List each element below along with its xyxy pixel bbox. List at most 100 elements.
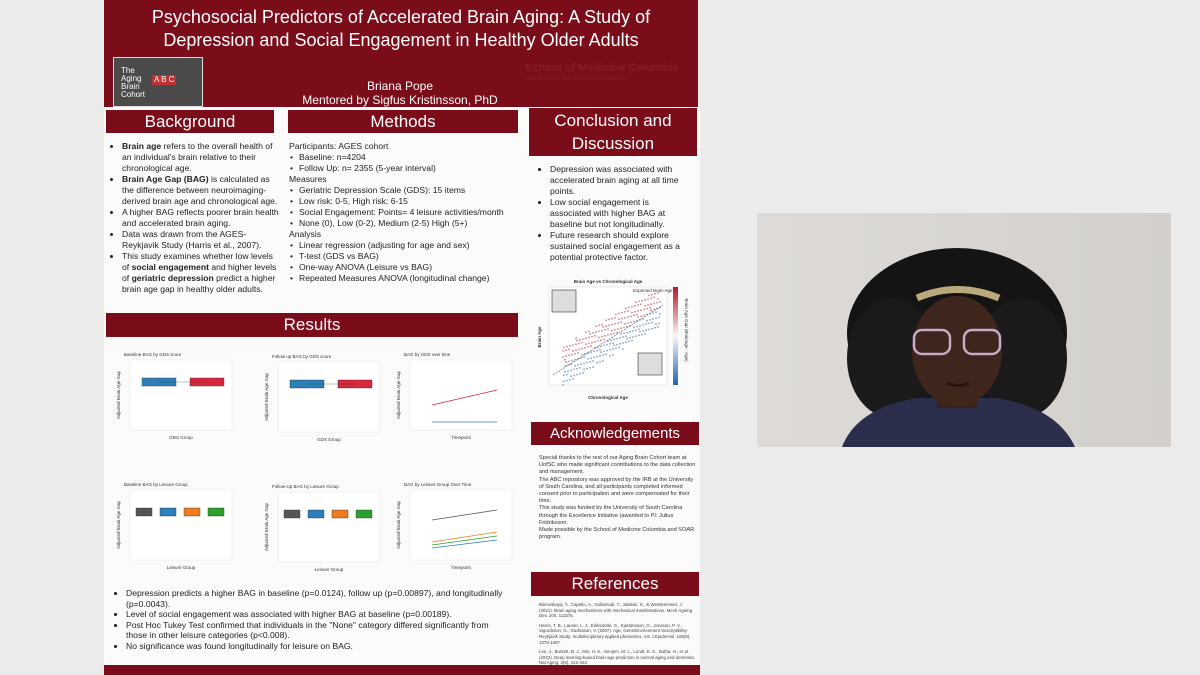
scatter-dot [607,334,609,336]
background-text: Brain age refers to the overall health o… [112,141,280,295]
scatter-dot [573,374,575,377]
scatter-dot [569,344,571,347]
scatter-dot [622,342,624,344]
scatter-dot [636,313,638,316]
text: Analysis [289,229,321,239]
bullet-item: Depression was associated with accelerat… [550,164,690,197]
y-axis-label: Adjusted Brain Age Gap [396,500,401,549]
trend-line [431,535,498,546]
scatter-dot [601,329,603,332]
bullet: • [290,251,294,261]
methods-text: Participants: AGES cohort • Baseline: n=42… [289,141,514,284]
scatter-dot [580,357,582,360]
scatter-dot [653,308,655,311]
subheading: Measures [289,174,514,185]
text: One-way ANOVA (Leisure vs BAG) [299,262,433,272]
scatter-dot [605,319,607,322]
scatter-dot [600,351,602,354]
scatter-dot [635,301,637,304]
scatter-dot [563,380,565,383]
box [331,509,349,519]
scatter-dot [588,342,590,345]
section-header: References [531,572,699,596]
scatter-dot [583,368,585,371]
results-list: Depression predicts a higher BAG in base… [116,588,511,651]
scatter-dot [563,346,565,349]
scatter-dot [596,355,598,358]
scatter-dot [595,325,597,328]
x-axis-label: Timepoint [451,565,471,570]
bullet-item: • Follow Up: n= 2355 (5-year interval) [289,163,514,174]
figure-title: Follow up BAG by GDS score [272,354,332,359]
scatter-dot [645,329,647,332]
logo-line: The [121,66,135,75]
plot-area [129,359,233,431]
x-axis-label: GDS Group [317,437,341,442]
plot-area [277,361,381,433]
scatter-dot [620,321,622,324]
scatter-dot [655,311,657,314]
subheading: Participants: AGES cohort [289,141,514,152]
y-axis-label: Adjusted Brain Age Gap [116,500,121,549]
scatter-dot [624,310,626,313]
scatter-dot [651,327,653,330]
scatter-dot [609,348,611,351]
scatter-dot [565,349,567,352]
reference: Lee, J., Burkett, B. J., Min, H. K., Sen… [539,649,695,666]
scatter-dot [596,349,598,352]
subheading: Analysis [289,229,514,240]
scatter-dot [574,352,576,355]
scatter-dot [608,324,610,327]
scatter-dot [582,372,584,374]
scatter-dot [577,352,579,354]
scatter-dot [644,332,646,335]
scatter-dot [602,354,604,356]
scatter-dot [639,324,641,327]
bullet-item: Brain age refers to the overall health o… [122,141,280,174]
scatter-dot [618,346,620,349]
scatter-dot [609,354,611,357]
scatter-dot [616,337,618,340]
scatter-dot [612,342,614,344]
text-segment: is calculated as the difference between … [122,174,278,206]
scatter-dot [650,303,652,306]
text: Participants: AGES cohort [289,141,389,151]
scatter-dot [566,379,568,382]
scatter-dot [642,318,644,320]
bullet-item: Low social engagement is associated with… [550,197,690,230]
bullet-item: Future research should explore sustained… [550,230,690,263]
bullet: • [290,207,294,217]
scatter-dot [599,354,601,357]
x-axis-label: Leisure Group [167,565,196,570]
x-axis-label: GDS Group [169,435,193,440]
scatter-dot [637,316,639,318]
scatter-dot [652,312,654,314]
x-axis-label: Timepoint [451,435,471,440]
y-axis-label: Adjusted Brain Age Gap [396,370,401,419]
bullet-item: Post Hoc Tukey Test confirmed that indiv… [126,620,511,641]
scatter-dot [644,304,646,307]
figure-panel: Brain Age vs Chronological Age Chronologi… [537,279,689,400]
box [355,509,373,519]
scatter-dot [641,333,643,336]
scatter-dot [616,331,618,334]
box [135,507,153,517]
text: Geriatric Depression Scale (GDS): 15 ite… [299,185,466,195]
scatter-dot [627,310,629,312]
scatter-dot [572,350,574,352]
scatter-dot [584,346,586,349]
scatter-dot [627,316,629,318]
scatter-dot [585,343,587,346]
scatter-dot [626,331,628,334]
scatter-dot [572,344,574,346]
scatter-dot [628,340,630,343]
scatter-dot [564,364,566,367]
scatter-dot [659,312,661,315]
scatter-dot [588,336,590,339]
figure-panel: Baseline BAG by GDS score GDS Group Adjust… [116,352,233,440]
scatter-dot [626,337,628,340]
scatter-dot [573,368,575,371]
scatter-dot [613,344,615,347]
scatter-dot [625,335,627,338]
scatter-dot [629,330,631,333]
